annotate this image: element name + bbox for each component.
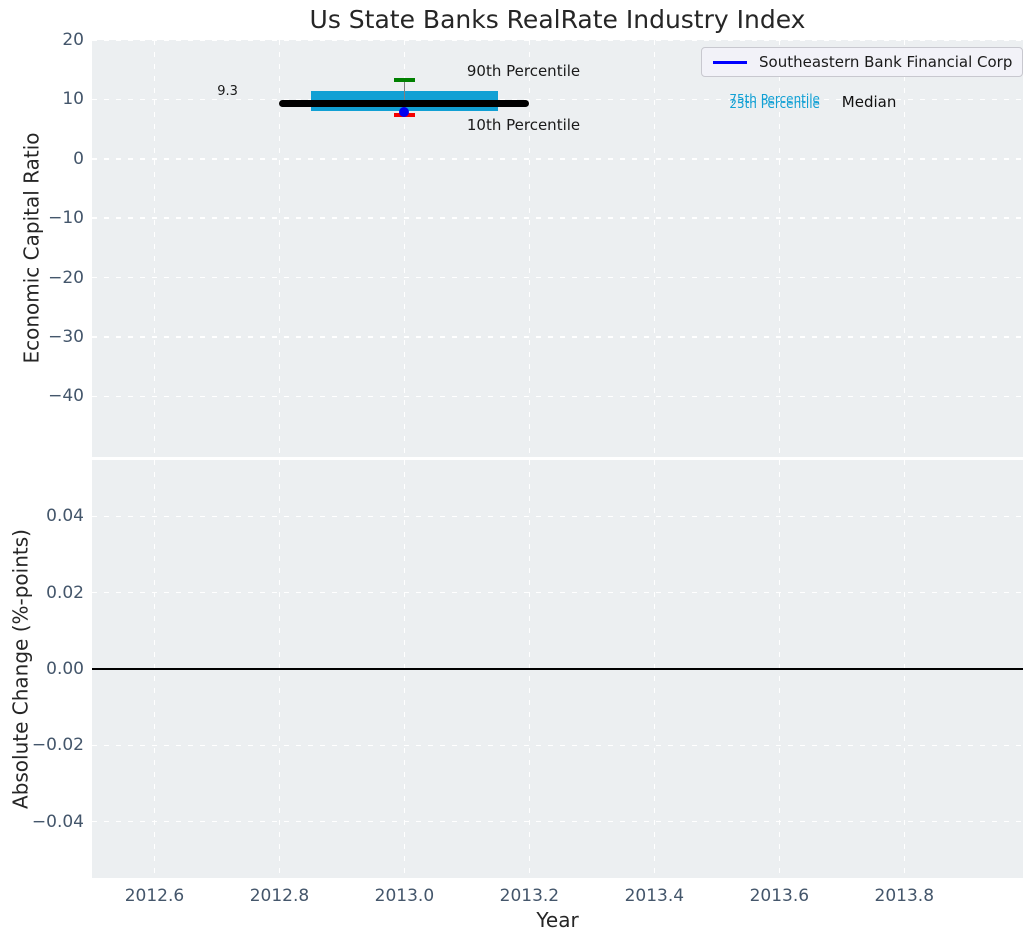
legend-label: Southeastern Bank Financial Corp	[759, 53, 1013, 71]
y-tick-label: 0.00	[46, 659, 84, 679]
legend-line-sample	[713, 60, 747, 64]
p90-cap	[393, 78, 416, 83]
gridline-vertical	[778, 40, 781, 457]
zero-line	[92, 668, 1023, 670]
gridline-vertical	[528, 40, 531, 457]
gridline-horizontal	[92, 515, 1023, 518]
bottom-plot-area	[92, 460, 1023, 878]
whisker-line	[403, 80, 406, 115]
gridline-horizontal	[92, 158, 1023, 160]
annotation-median-value-label: 9.3	[217, 83, 238, 99]
x-axis-label: Year	[536, 908, 579, 932]
annotation-p10-label: 10th Percentile	[466, 115, 581, 134]
y-tick-label: −30	[48, 327, 84, 347]
x-tick-label: 2013.2	[499, 886, 560, 906]
chart-title: Us State Banks RealRate Industry Index	[309, 5, 806, 34]
y-tick-label: 20	[62, 30, 84, 50]
gridline-horizontal	[92, 591, 1023, 594]
median-line	[279, 100, 530, 108]
gridline-vertical	[653, 40, 656, 457]
y-tick-label: −20	[48, 267, 84, 288]
annotation-p75-label: 75th Percentile	[729, 92, 820, 107]
legend: Southeastern Bank Financial Corp	[701, 47, 1023, 77]
x-tick-label: 2013.8	[874, 886, 935, 906]
gridline-horizontal	[92, 40, 1023, 41]
gridline-horizontal	[92, 336, 1023, 338]
gridline-horizontal	[92, 276, 1023, 279]
x-tick-label: 2013.4	[624, 886, 685, 906]
x-tick-label: 2013.6	[749, 886, 810, 906]
y-tick-label: 10	[62, 89, 84, 110]
gridline-vertical	[278, 40, 281, 457]
company-marker	[399, 106, 410, 117]
x-tick-label: 2013.0	[374, 886, 435, 906]
y-tick-label: 0.02	[46, 582, 84, 603]
gridline-horizontal	[92, 98, 1023, 101]
y-tick-label: 0.04	[46, 506, 84, 527]
gridline-horizontal	[92, 395, 1023, 398]
x-tick-label: 2012.6	[124, 886, 185, 906]
y-tick-label: 0	[73, 148, 84, 169]
x-tick-label: 2012.8	[249, 886, 310, 906]
gridline-horizontal	[92, 820, 1023, 823]
top-plot-area	[92, 40, 1023, 457]
gridline-vertical	[153, 40, 156, 457]
annotation-median-label: Median	[841, 93, 897, 112]
annotation-p25-label: 25th Percentile	[729, 96, 820, 111]
gridline-horizontal	[92, 217, 1023, 219]
annotation-p90-label: 90th Percentile	[466, 61, 581, 80]
y-tick-label: −10	[48, 208, 84, 229]
y-tick-label: −0.04	[31, 811, 84, 832]
y-tick-label: −0.02	[31, 735, 84, 756]
gridline-horizontal	[92, 744, 1023, 747]
y-tick-label: −40	[48, 386, 84, 407]
gridline-vertical	[403, 40, 406, 457]
gridline-vertical	[903, 40, 906, 457]
